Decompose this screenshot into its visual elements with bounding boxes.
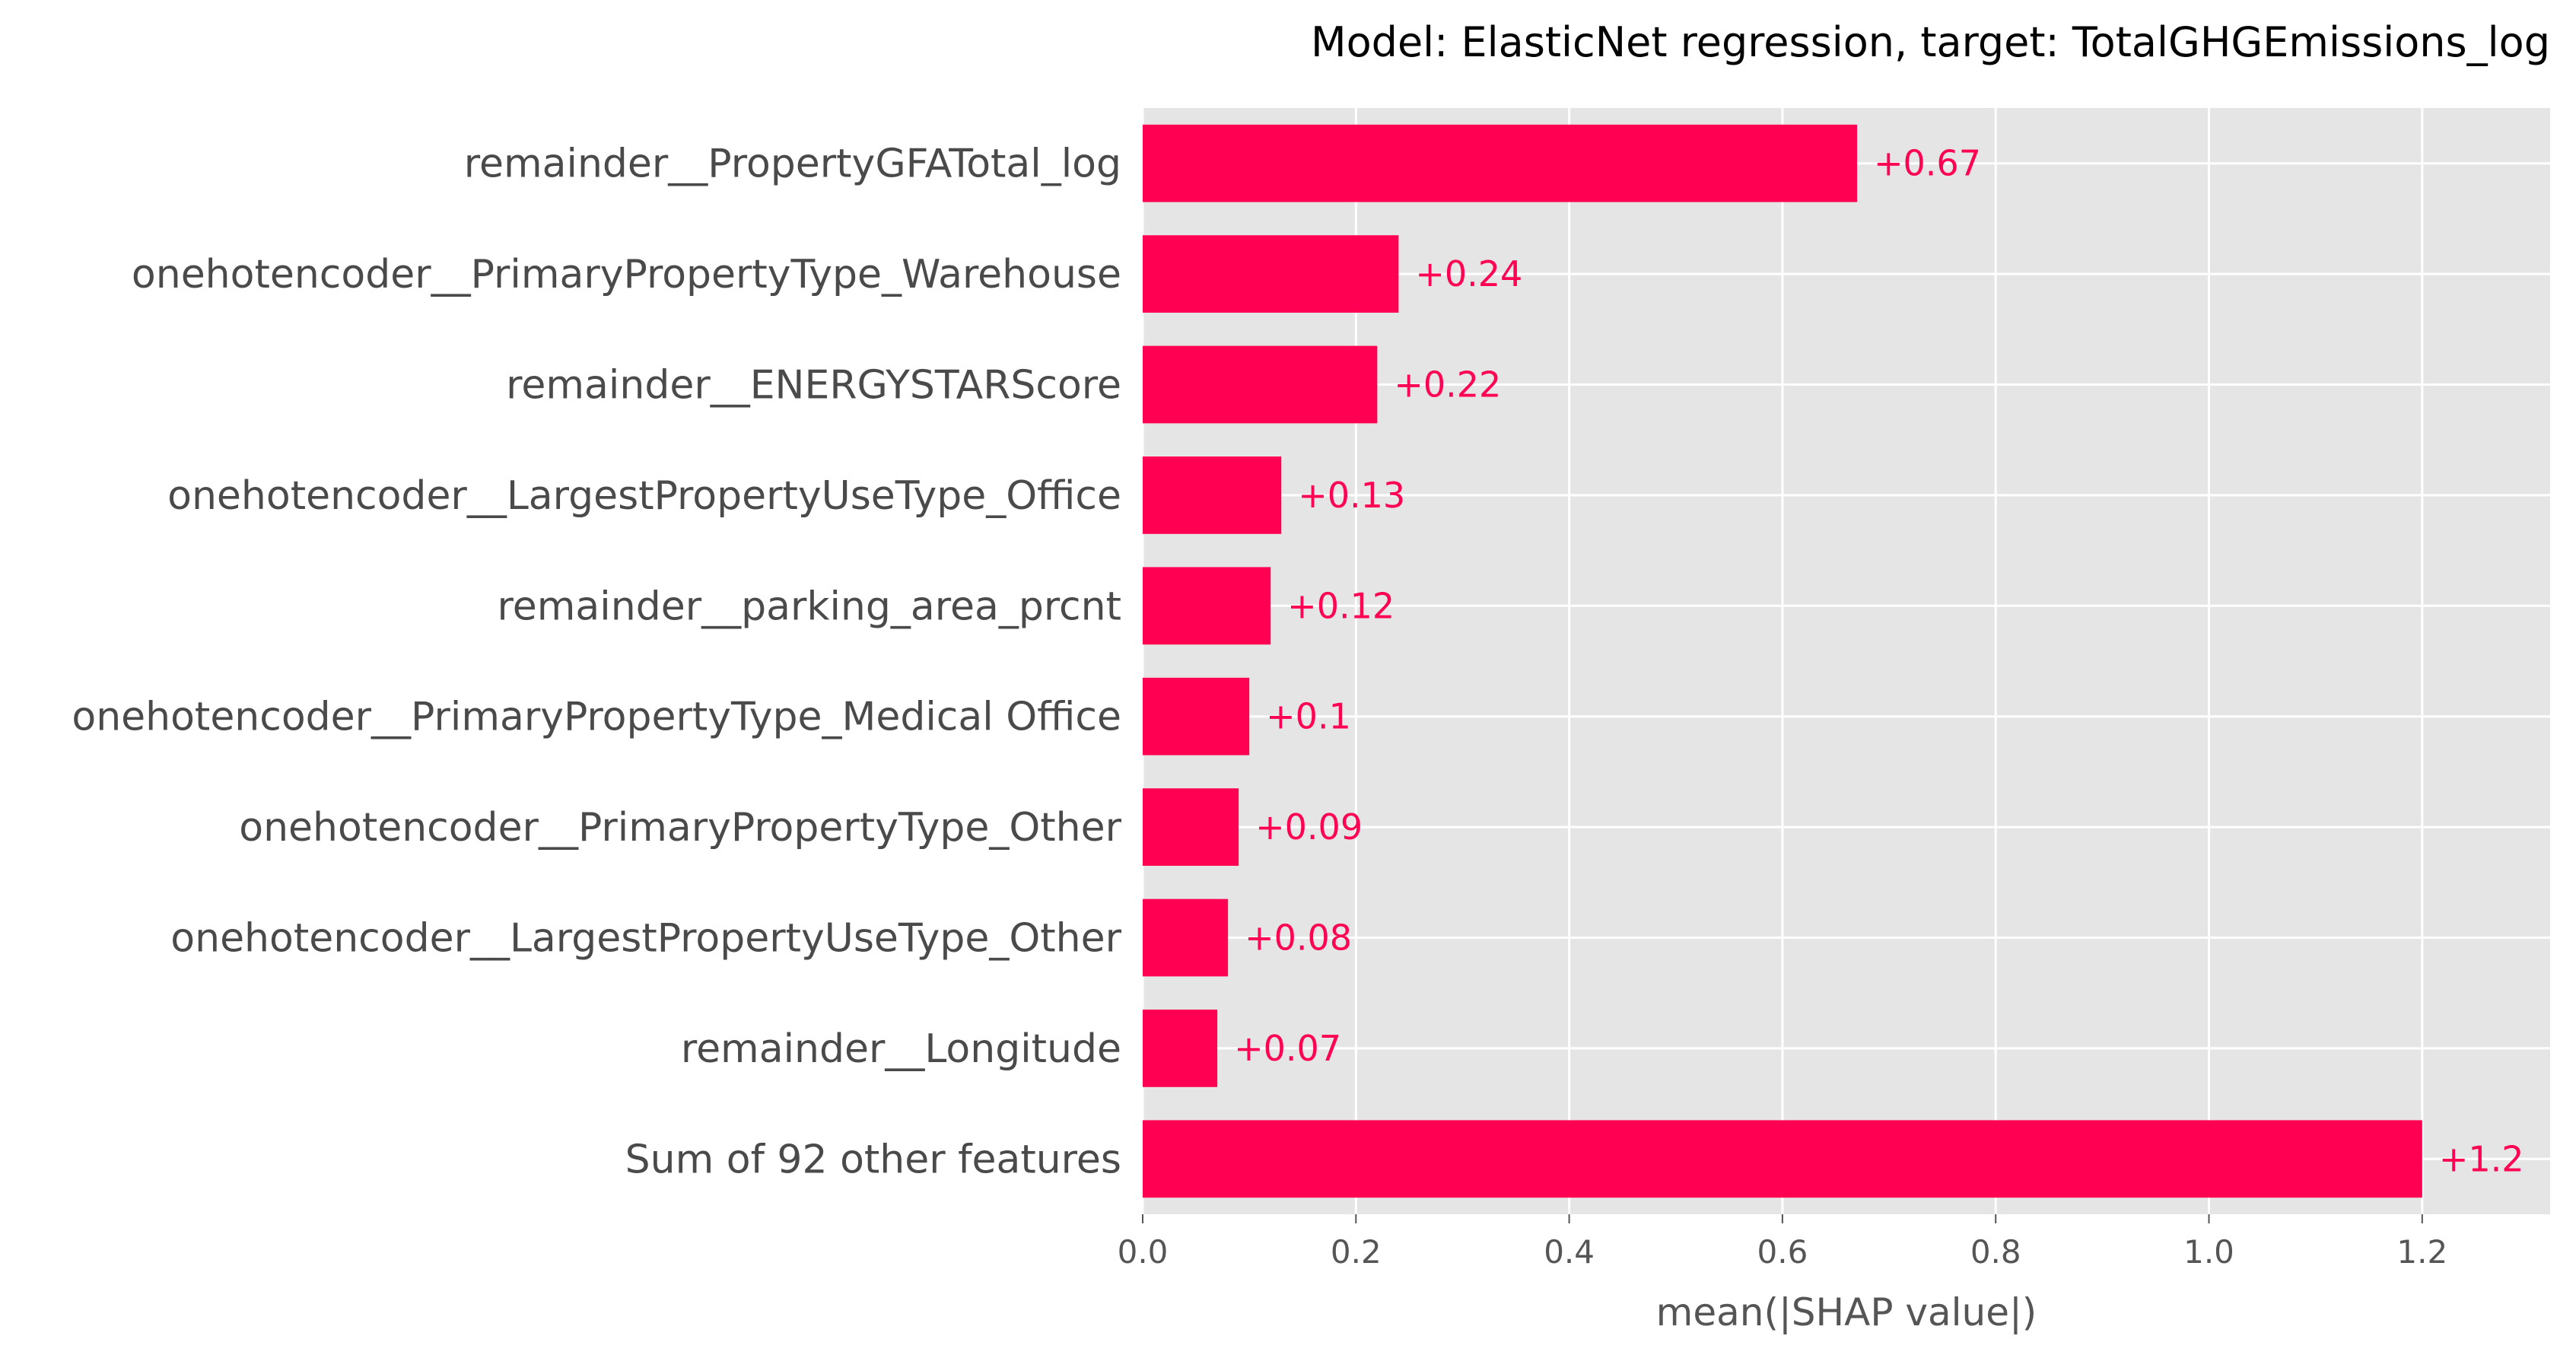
y-tick-label: Sum of 92 other features — [625, 1137, 1121, 1182]
y-tick-label: onehotencoder__PrimaryPropertyType_Medic… — [72, 695, 1121, 740]
bar-value-label: +0.67 — [1874, 143, 1981, 184]
y-tick-label: remainder__parking_area_prcnt — [498, 584, 1121, 629]
bar — [1143, 567, 1271, 645]
bar-value-label: +0.09 — [1255, 806, 1363, 848]
bar — [1143, 124, 1858, 202]
bar — [1143, 1120, 2422, 1198]
x-tick-label: 0.4 — [1544, 1233, 1595, 1271]
x-tick-labels: 0.0 0.2 0.4 0.6 0.8 1.0 1.2 — [1118, 1214, 2447, 1271]
x-tick-label: 0.2 — [1331, 1233, 1382, 1271]
value-labels: +0.67 +0.24 +0.22 +0.13 +0.12 +0.1 +0.09 +0.08 +… — [1234, 143, 2524, 1180]
x-tick-label: 0.0 — [1118, 1233, 1169, 1271]
x-tick-label: 1.2 — [2396, 1233, 2447, 1271]
bar — [1143, 788, 1239, 866]
bar — [1143, 1010, 1218, 1087]
bar-value-label: +0.13 — [1298, 475, 1405, 516]
y-tick-label: remainder__ENERGYSTARScore — [506, 363, 1121, 409]
y-tick-labels: remainder__PropertyGFATotal_log onehotenc… — [72, 142, 1121, 1183]
bar-value-label: +0.24 — [1415, 253, 1522, 294]
bar — [1143, 899, 1229, 977]
bar — [1143, 456, 1282, 534]
bar-value-label: +0.12 — [1287, 585, 1395, 626]
bar-value-label: +0.07 — [1234, 1028, 1341, 1069]
y-tick-label: onehotencoder__PrimaryPropertyType_Wareh… — [132, 252, 1121, 297]
bar — [1143, 235, 1399, 313]
y-tick-label: onehotencoder__LargestPropertyUseType_Of… — [167, 473, 1121, 519]
x-tick-label: 0.8 — [1970, 1233, 2021, 1271]
bar-value-label: +0.1 — [1266, 696, 1351, 737]
y-tick-label: onehotencoder__LargestPropertyUseType_Ot… — [170, 916, 1121, 962]
bar-value-label: +0.08 — [1245, 918, 1352, 959]
bars — [1143, 124, 2422, 1198]
bar — [1143, 677, 1250, 755]
bar — [1143, 345, 1378, 424]
x-tick-label: 0.6 — [1757, 1233, 1808, 1271]
y-tick-label: remainder__Longitude — [681, 1026, 1121, 1072]
bar-value-label: +0.22 — [1394, 364, 1501, 406]
chart-title: Model: ElasticNet regression, target: To… — [1311, 18, 2550, 66]
y-tick-label: remainder__PropertyGFATotal_log — [464, 142, 1121, 187]
y-tick-label: onehotencoder__PrimaryPropertyType_Other — [239, 805, 1121, 851]
bar-value-label: +1.2 — [2439, 1138, 2524, 1179]
x-tick-label: 1.0 — [2183, 1233, 2234, 1271]
x-axis-label: mean(|SHAP value|) — [1656, 1290, 2037, 1334]
